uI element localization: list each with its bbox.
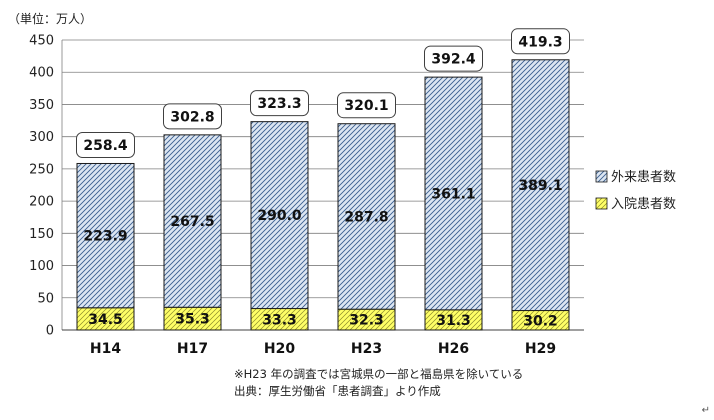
y-tick-label: 50	[37, 291, 54, 306]
x-tick-label: H29	[525, 341, 556, 357]
y-tick-label: 350	[29, 98, 54, 113]
total-value-label: 320.1	[344, 98, 388, 114]
bar-outpatient	[76, 162, 135, 309]
outpatient-value-label: 361.1	[431, 186, 475, 202]
outpatient-value-label: 223.9	[83, 229, 127, 245]
x-tick-label: H17	[177, 341, 208, 357]
total-value-label: 419.3	[518, 34, 562, 50]
total-callout	[337, 92, 396, 119]
total-callout	[250, 90, 309, 117]
x-tick-label: H26	[438, 341, 469, 357]
y-tick-label: 100	[29, 259, 54, 274]
footnote: ※H23 年の調査では宮城県の一部と福島県を除いている	[234, 367, 524, 381]
data-labels: 34.5 223.9 258.4 35.3 267.5 302.8 33.3 290.0 323…	[76, 28, 570, 329]
inpatient-value-label: 30.2	[523, 313, 558, 329]
bars	[76, 59, 570, 331]
y-tick-label: 250	[29, 162, 54, 177]
outpatient-value-label: 287.8	[344, 209, 388, 225]
source-note: 出典：厚生労働省「患者調査」より作成	[234, 384, 441, 398]
inpatient-value-label: 34.5	[88, 312, 123, 328]
bar-outpatient	[511, 59, 570, 312]
inpatient-value-label: 35.3	[175, 312, 210, 328]
legend-swatch	[595, 197, 608, 210]
total-callout	[76, 131, 135, 158]
y-axis: 0 50 100 150 200 250 300 350 400 450	[29, 34, 584, 339]
gridlines	[62, 39, 584, 299]
outpatient-value-label: 267.5	[170, 214, 214, 230]
bar-outpatient	[163, 134, 222, 308]
total-callout	[511, 28, 570, 55]
bar-outpatient	[424, 76, 483, 311]
total-value-label: 302.8	[170, 109, 214, 125]
y-tick-label: 400	[29, 66, 54, 81]
x-tick-label: H20	[264, 341, 295, 357]
y-tick-label: 300	[29, 130, 54, 145]
inpatient-value-label: 31.3	[436, 313, 471, 329]
total-callout	[424, 45, 483, 72]
y-tick-label: 0	[46, 324, 54, 339]
legend-label: 外来患者数	[611, 170, 676, 185]
total-value-label: 323.3	[257, 96, 301, 112]
y-tick-label: 200	[29, 195, 54, 210]
y-tick-label: 450	[29, 34, 54, 49]
total-value-label: 392.4	[431, 52, 476, 68]
total-value-label: 258.4	[83, 138, 128, 154]
outpatient-value-label: 389.1	[518, 178, 562, 194]
return-mark: ↵	[701, 405, 710, 416]
x-tick-label: H14	[90, 341, 121, 357]
y-tick-label: 150	[29, 227, 54, 242]
bar-outpatient	[250, 121, 309, 310]
legend-label: 入院患者数	[611, 197, 676, 212]
inpatient-value-label: 32.3	[349, 313, 384, 329]
x-tick-label: H23	[351, 341, 382, 357]
total-callout	[163, 103, 222, 130]
bar-outpatient	[337, 123, 396, 310]
legend-swatch	[595, 170, 608, 183]
x-axis: H14 H17 H20 H23 H26 H29	[90, 341, 556, 357]
outpatient-value-label: 290.0	[257, 208, 302, 224]
inpatient-value-label: 33.3	[262, 312, 297, 328]
unit-label: （単位：万人）	[8, 11, 92, 26]
